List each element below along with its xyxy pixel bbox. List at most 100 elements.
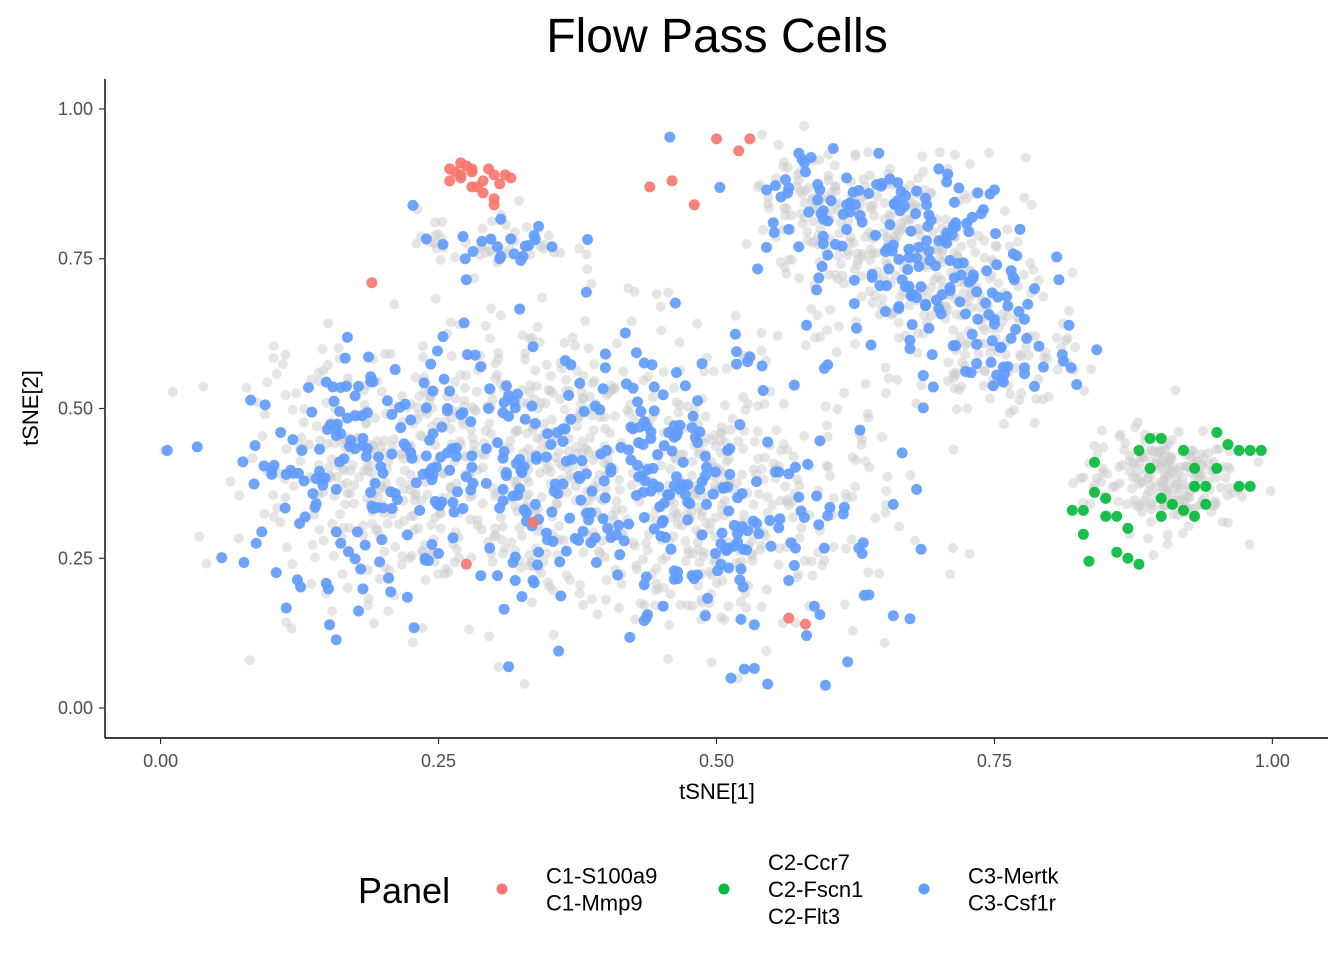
background-cell-point: [347, 460, 358, 471]
background-cell-point: [1028, 264, 1039, 275]
cell-point: [1155, 510, 1167, 522]
cell-point: [546, 241, 558, 253]
cell-point: [386, 503, 398, 515]
background-cell-point: [672, 518, 683, 529]
legend-key: [718, 883, 730, 895]
cell-point: [647, 462, 659, 474]
cell-point: [1057, 355, 1069, 367]
background-cell-point: [810, 333, 821, 344]
cell-point: [863, 589, 875, 601]
background-cell-point: [455, 369, 466, 380]
legend-key: [918, 883, 930, 895]
background-cell-point: [1060, 335, 1071, 346]
background-cell-point: [794, 532, 805, 543]
cell-point: [783, 468, 795, 480]
cell-point: [1089, 456, 1101, 468]
cell-point: [216, 552, 228, 564]
background-cell-point: [732, 477, 743, 488]
background-cell-point: [863, 147, 874, 158]
cell-point: [688, 199, 700, 211]
background-cell-point: [839, 599, 850, 610]
cell-point: [657, 389, 669, 401]
cell-point: [317, 479, 329, 491]
background-cell-point: [829, 160, 840, 171]
background-cell-point: [543, 230, 554, 241]
background-cell-point: [889, 232, 900, 243]
background-cell-point: [1114, 461, 1125, 472]
background-cell-point: [794, 273, 805, 284]
cell-point: [437, 238, 449, 250]
cell-point: [972, 313, 984, 325]
cell-point: [757, 385, 769, 397]
cell-point: [735, 563, 747, 575]
background-cell-point: [307, 539, 318, 550]
cell-point: [630, 347, 642, 359]
cell-point: [457, 407, 469, 419]
cell-point: [599, 492, 611, 504]
background-cell-point: [493, 661, 504, 672]
cell-point: [595, 448, 607, 460]
background-cell-point: [761, 584, 772, 595]
cell-point: [677, 456, 689, 468]
background-cell-point: [788, 451, 799, 462]
cell-point: [1144, 432, 1156, 444]
cell-point: [383, 572, 395, 584]
background-cell-point: [1019, 192, 1030, 203]
cell-point: [578, 405, 590, 417]
background-cell-point: [1092, 449, 1103, 460]
background-cell-point: [306, 578, 317, 589]
background-cell-point: [493, 347, 504, 358]
background-cell-point: [1052, 364, 1063, 375]
cell-point: [1066, 504, 1078, 516]
cell-point: [988, 318, 1000, 330]
background-cell-point: [233, 533, 244, 544]
cell-point: [500, 380, 512, 392]
cell-point: [915, 281, 927, 293]
cell-point: [679, 380, 691, 392]
background-cell-point: [1217, 517, 1228, 528]
cell-point: [549, 478, 561, 490]
cell-point: [985, 356, 997, 368]
cell-point: [642, 609, 654, 621]
background-cell-point: [655, 301, 666, 312]
background-cell-point: [559, 404, 570, 415]
y-tick-label: 1.00: [58, 99, 93, 119]
background-cell-point: [856, 291, 867, 302]
cell-point: [529, 498, 541, 510]
background-cell-point: [674, 337, 685, 348]
background-cell-point: [872, 191, 883, 202]
cell-point: [895, 186, 907, 198]
background-cell-point: [430, 512, 441, 523]
cell-point: [466, 450, 478, 462]
cell-point: [764, 515, 776, 527]
cell-point: [672, 426, 684, 438]
cell-point: [827, 142, 839, 154]
cell-point: [434, 500, 446, 512]
background-cell-point: [893, 317, 904, 328]
background-cell-point: [806, 303, 817, 314]
cell-point: [457, 231, 469, 243]
background-cell-point: [543, 384, 554, 395]
x-tick-label: 0.00: [143, 751, 178, 771]
background-cell-point: [333, 343, 344, 354]
background-cell-point: [271, 368, 282, 379]
legend-key: [496, 883, 508, 895]
background-cell-point: [893, 332, 904, 343]
y-tick-label: 0.25: [58, 548, 93, 568]
cell-point: [373, 451, 385, 463]
background-cell-point: [756, 327, 767, 338]
cell-point: [672, 573, 684, 585]
cell-point: [566, 453, 578, 465]
cell-point: [503, 661, 515, 673]
background-cell-point: [738, 392, 749, 403]
cell-point: [842, 656, 854, 668]
cell-point: [988, 184, 1000, 196]
cell-point: [441, 447, 453, 459]
cell-point: [302, 382, 314, 394]
cell-point: [624, 631, 636, 643]
cell-point: [419, 552, 431, 564]
cell-point: [494, 178, 506, 190]
cell-point: [774, 513, 786, 525]
background-cell-point: [469, 404, 480, 415]
cell-point: [480, 477, 492, 489]
